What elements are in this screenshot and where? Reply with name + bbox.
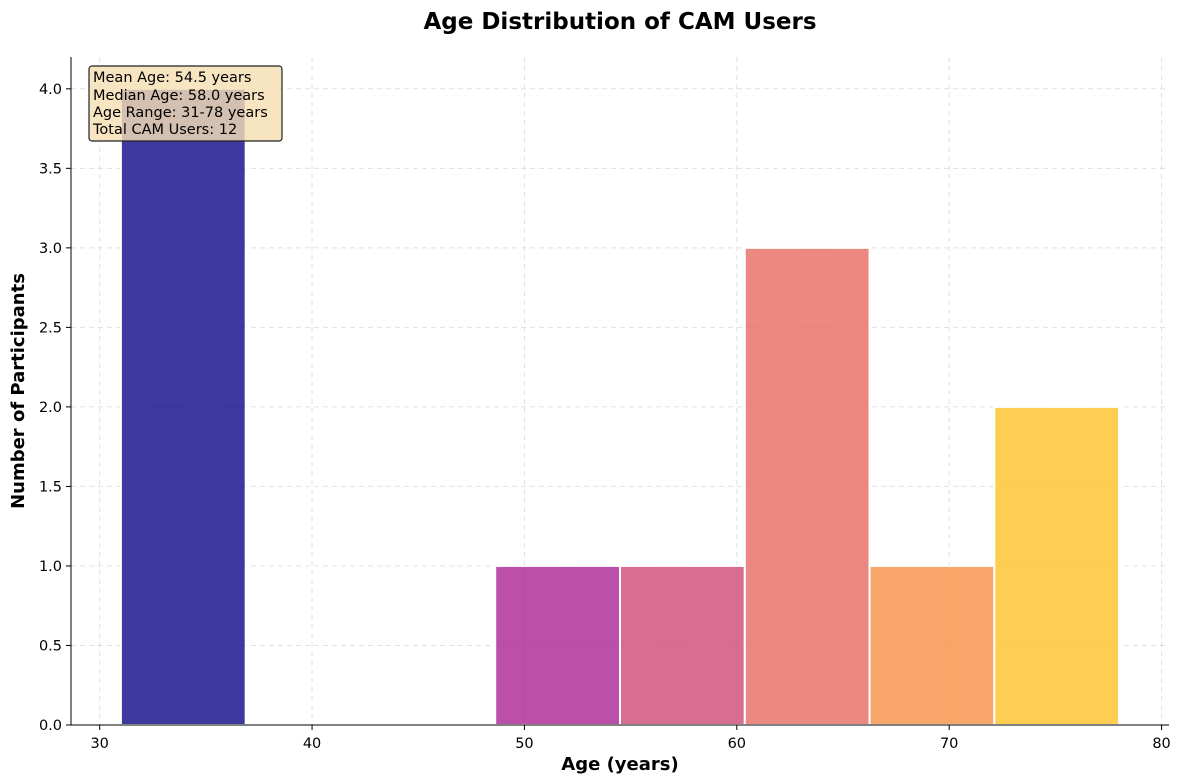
x-tick-label: 40 [303, 736, 321, 752]
y-tick-label: 0.5 [39, 638, 62, 654]
x-tick-label: 70 [940, 736, 958, 752]
x-tick-label: 30 [90, 736, 108, 752]
histogram-bar-6 [868, 564, 996, 727]
histogram-bar-5 [743, 246, 871, 726]
histogram-bar-0 [119, 87, 247, 727]
x-axis-label: Age (years) [561, 754, 678, 775]
y-tick-label: 0.0 [39, 718, 62, 734]
histogram-bar-3 [494, 564, 621, 727]
y-axis-label: Number of Participants [8, 273, 29, 509]
stats-annotation: Mean Age: 54.5 years Median Age: 58.0 ye… [88, 65, 283, 142]
y-tick-label: 2.0 [39, 400, 62, 416]
stats-median-age: Median Age: 58.0 years [93, 88, 265, 104]
y-tick-label: 3.0 [39, 241, 62, 257]
stats-mean-age: Mean Age: 54.5 years [93, 70, 251, 86]
y-axis-ticks: 0.0 0.5 1.0 1.5 2.0 2.5 3.0 3.5 4.0 [39, 82, 71, 734]
histogram-bar-7 [993, 405, 1121, 726]
y-tick-label: 1.5 [39, 479, 62, 495]
y-tick-label: 3.5 [39, 161, 62, 177]
chart-title: Age Distribution of CAM Users [423, 9, 816, 35]
x-axis-ticks: 30 40 50 60 70 80 [90, 725, 1171, 752]
x-tick-label: 80 [1152, 736, 1170, 752]
y-tick-label: 2.5 [39, 320, 62, 336]
histogram-bar-4 [619, 564, 746, 727]
y-tick-label: 4.0 [39, 82, 62, 98]
y-tick-label: 1.0 [39, 559, 62, 575]
stats-annotation-box [88, 65, 283, 142]
x-tick-label: 60 [728, 736, 746, 752]
stats-total-users: Total CAM Users: 12 [92, 122, 237, 138]
x-tick-label: 50 [515, 736, 533, 752]
stats-age-range: Age Range: 31-78 years [93, 105, 268, 121]
